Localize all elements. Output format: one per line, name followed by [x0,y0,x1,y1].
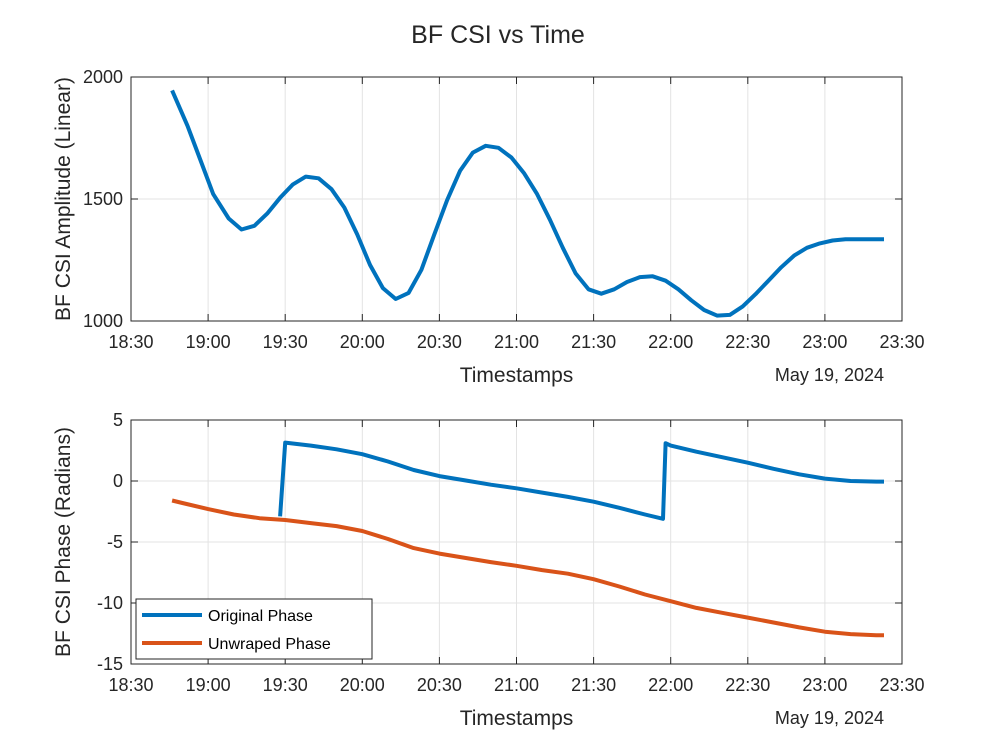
x-tick-label: 19:00 [186,675,231,695]
x-tick-label: 19:30 [263,332,308,352]
y-tick-label: 0 [113,471,123,491]
y-tick-label: -15 [97,654,123,674]
y-tick-label: 1000 [83,311,123,331]
x-tick-label: 21:00 [494,675,539,695]
x-tick-label: 23:30 [879,332,924,352]
figure-title: BF CSI vs Time [411,21,585,49]
amplitude-grid [130,76,903,322]
x-tick-label: 18:30 [108,332,153,352]
original-phase-line [278,440,884,521]
x-tick-label: 21:00 [494,332,539,352]
phase-x-axis-label: Timestamps [460,707,574,730]
legend-label-original-phase: Original Phase [208,608,313,625]
legend: Original Phase Unwraped Phase [135,598,373,660]
unwraped-phase-line [171,498,884,638]
amplitude-y-ticks: 1000 1500 2000 [83,67,902,331]
x-tick-label: 22:30 [725,675,770,695]
legend-box [135,598,373,660]
phase-y-ticks: 5 0 -5 -10 -15 [97,410,902,674]
amplitude-axes: 18:30 19:00 19:30 20:00 20:30 21:00 21:30 22:00… [52,67,925,387]
amplitude-date-label: May 19, 2024 [775,365,884,385]
phase-y-axis-label: BF CSI Phase (Radians) [52,427,75,657]
x-tick-label: 20:30 [417,332,462,352]
x-tick-label: 21:30 [571,332,616,352]
amplitude-series-0-line [170,89,884,318]
amplitude-series [170,89,884,318]
y-tick-label: 5 [113,410,123,430]
phase-series [171,440,884,638]
x-tick-label: 20:00 [340,675,385,695]
amplitude-x-axis-label: Timestamps [460,364,574,387]
x-tick-label: 22:30 [725,332,770,352]
x-tick-label: 21:30 [571,675,616,695]
x-tick-label: 19:00 [186,332,231,352]
y-tick-label: 1500 [83,189,123,209]
x-tick-label: 20:00 [340,332,385,352]
x-tick-label: 23:00 [802,332,847,352]
x-tick-label: 23:30 [879,675,924,695]
y-tick-label: -10 [97,593,123,613]
phase-date-label: May 19, 2024 [775,708,884,728]
x-tick-label: 22:00 [648,675,693,695]
y-tick-label: 2000 [83,67,123,87]
phase-x-ticks: 18:30 19:00 19:30 20:00 20:30 21:00 21:30 22:00… [108,420,925,695]
x-tick-label: 23:00 [802,675,847,695]
x-tick-label: 19:30 [263,675,308,695]
x-tick-label: 22:00 [648,332,693,352]
x-tick-label: 18:30 [108,675,153,695]
amplitude-y-axis-label: BF CSI Amplitude (Linear) [52,77,75,321]
legend-label-unwraped-phase: Unwraped Phase [208,636,331,653]
amplitude-x-ticks: 18:30 19:00 19:30 20:00 20:30 21:00 21:30 22:00… [108,77,925,352]
y-tick-label: -5 [107,532,123,552]
x-tick-label: 20:30 [417,675,462,695]
phase-axes: 18:30 19:00 19:30 20:00 20:30 21:00 21:30 22:00… [52,410,925,730]
